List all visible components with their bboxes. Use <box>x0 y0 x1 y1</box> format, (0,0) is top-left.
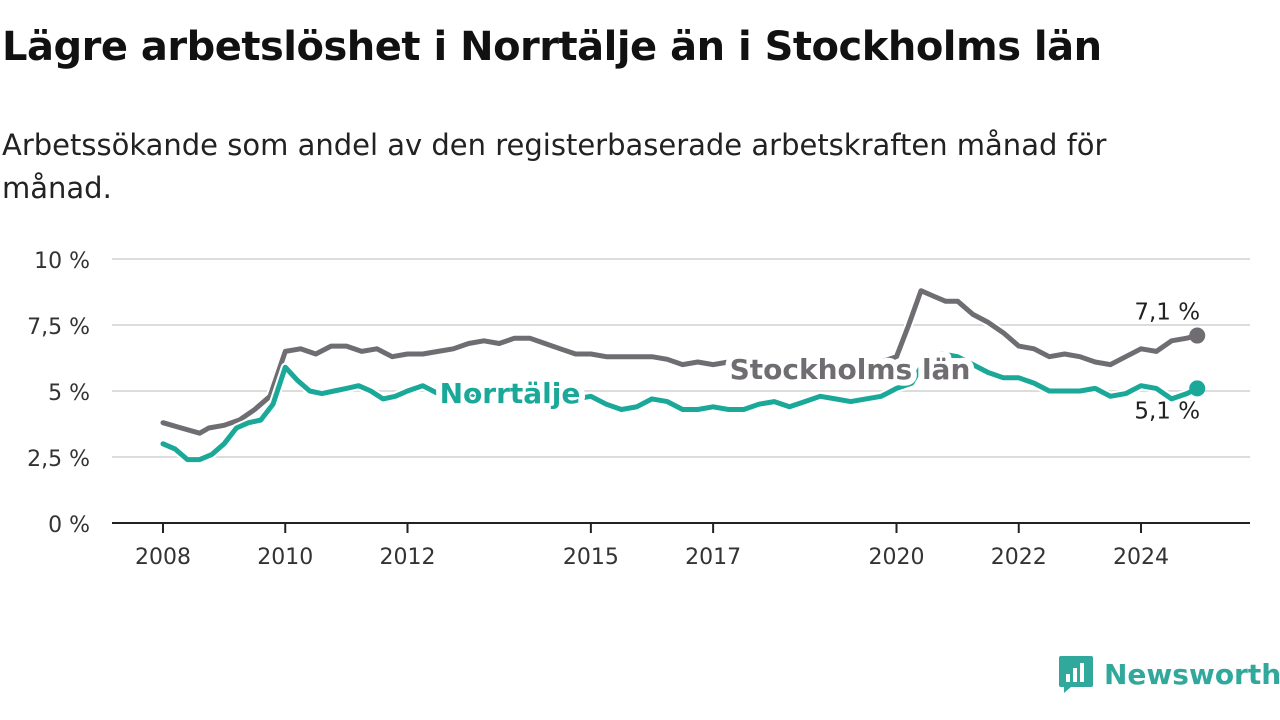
brand-logo: Newsworthy <box>1058 654 1280 694</box>
y-tick-label: 7,5 % <box>27 315 90 340</box>
x-tick-label: 2012 <box>380 545 436 570</box>
series-line <box>160 288 1200 436</box>
x-tick-label: 2010 <box>257 545 313 570</box>
x-tick-label: 2022 <box>991 545 1047 570</box>
y-tick-label: 10 % <box>34 249 90 274</box>
series-name-label: Stockholms län <box>730 353 971 386</box>
y-tick-label: 5 % <box>48 381 90 406</box>
newsworthy-chart-icon <box>1059 656 1093 693</box>
y-tick-label: 0 % <box>48 513 90 538</box>
series-line <box>160 351 1200 463</box>
y-tick-label: 2,5 % <box>27 447 90 472</box>
x-tick-label: 2024 <box>1113 545 1169 570</box>
series-name-label-halo: Norrtälje <box>440 377 581 410</box>
chart-subtitle: Arbetssökande som andel av den registerb… <box>2 128 1107 205</box>
x-tick-label: 2017 <box>685 545 741 570</box>
axes: 0 % 2,5 % 5 % 7,5 % 10 % 2008 2010 2012 2015 2017… <box>27 249 1250 570</box>
line-chart: 0 % 2,5 % 5 % 7,5 % 10 % 2008 2010 2012 2015 2017… <box>27 249 1250 570</box>
series-lines <box>158 286 1206 465</box>
x-tick-label: 2020 <box>869 545 925 570</box>
series-end-point <box>1189 380 1206 397</box>
brand-name: Newsworthy <box>1104 657 1280 691</box>
chart-title: Lägre arbetslöshet i Norrtälje än i Stoc… <box>2 24 1102 70</box>
series-end-label: 7,1 % <box>1134 300 1200 326</box>
x-tick-label: 2015 <box>563 545 619 570</box>
series-name-label-halo: Stockholms län <box>730 353 971 386</box>
series-end-label: 5,1 % <box>1134 398 1200 424</box>
gridlines <box>112 258 1250 458</box>
series-name-label: Norrtälje <box>440 377 581 410</box>
x-tick-label: 2008 <box>135 545 191 570</box>
series-end-point <box>1189 327 1206 344</box>
